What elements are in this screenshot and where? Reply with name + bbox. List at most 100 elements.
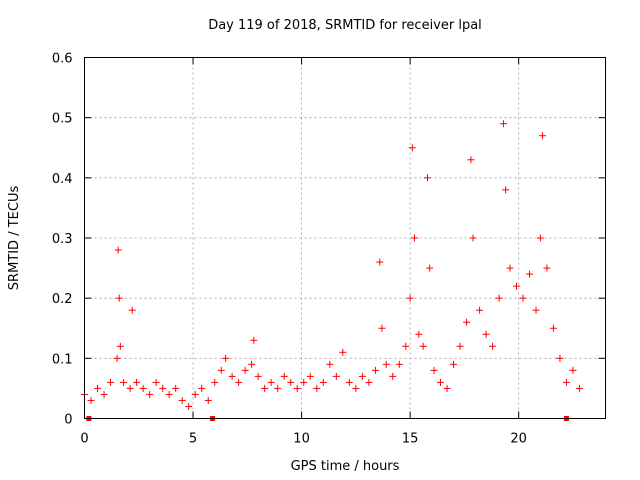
data-point (235, 378, 243, 386)
data-point (549, 324, 557, 332)
data-point (575, 384, 583, 392)
data-point (217, 366, 225, 374)
data-point (326, 360, 334, 368)
data-point (139, 384, 147, 392)
data-point (519, 294, 527, 302)
y-tick-label: 0.6 (52, 52, 73, 67)
data-point (499, 120, 507, 128)
data-point (146, 390, 154, 398)
data-point (352, 384, 360, 392)
x-axis-label: GPS time / hours (291, 459, 400, 474)
y-tick-label: 0.4 (52, 172, 73, 187)
data-point (539, 132, 547, 140)
data-point (430, 366, 438, 374)
data-point (437, 378, 445, 386)
data-point (482, 330, 490, 338)
data-point (115, 294, 123, 302)
data-point (512, 282, 520, 290)
y-tick-label: 0.3 (52, 232, 73, 247)
y-tick-label: 0 (64, 413, 72, 428)
data-point (408, 144, 416, 152)
data-point (306, 372, 314, 380)
data-point (402, 342, 410, 350)
y-tick-label: 0.1 (52, 352, 73, 367)
data-point (211, 378, 219, 386)
data-point (94, 384, 102, 392)
data-point (423, 174, 431, 182)
grid-lines (84, 57, 606, 419)
data-point (159, 384, 167, 392)
x-tick-label: 15 (402, 432, 419, 447)
data-point (120, 378, 128, 386)
data-point (261, 384, 269, 392)
data-point (406, 294, 414, 302)
data-point (562, 378, 570, 386)
data-point (191, 390, 199, 398)
data-point (133, 378, 141, 386)
data-point (463, 318, 471, 326)
data-point (250, 336, 258, 344)
data-point (198, 384, 206, 392)
data-point (543, 264, 551, 272)
data-points (81, 120, 583, 410)
data-point (128, 306, 136, 314)
data-point (469, 234, 477, 242)
data-point (389, 372, 397, 380)
data-point (556, 354, 564, 362)
data-point (313, 384, 321, 392)
data-point (293, 384, 301, 392)
data-point (107, 378, 115, 386)
data-point (100, 390, 108, 398)
data-point (382, 360, 390, 368)
data-point (443, 384, 451, 392)
data-point (502, 186, 510, 194)
data-point (152, 378, 160, 386)
x-tick-label: 5 (189, 432, 197, 447)
data-point (241, 366, 249, 374)
data-point (178, 396, 186, 404)
y-axis-label: SRMTID / TECUs (7, 186, 22, 291)
axis-ticks: 0 0.1 0.2 0.3 0.4 0.5 0.6 0 5 10 15 20 (52, 52, 606, 447)
y-tick-label: 0.2 (52, 292, 73, 307)
data-point (526, 270, 534, 278)
data-point (267, 378, 275, 386)
data-point (165, 390, 173, 398)
x-tick-label: 20 (510, 432, 527, 447)
data-point (371, 366, 379, 374)
chart-title: Day 119 of 2018, SRMTID for receiver lpa… (208, 18, 482, 33)
data-point (415, 330, 423, 338)
data-point (116, 342, 124, 350)
data-point (456, 342, 464, 350)
data-point (339, 348, 347, 356)
x-tick-label: 0 (80, 432, 88, 447)
data-point (506, 264, 514, 272)
data-point (536, 234, 544, 242)
data-point (489, 342, 497, 350)
data-point (332, 372, 340, 380)
data-point (248, 360, 256, 368)
data-point (222, 354, 230, 362)
data-point (114, 246, 122, 254)
data-point (254, 372, 262, 380)
data-point (426, 264, 434, 272)
data-point (300, 378, 308, 386)
data-point (532, 306, 540, 314)
data-point (319, 378, 327, 386)
data-point (172, 384, 180, 392)
data-point (280, 372, 288, 380)
data-point (476, 306, 484, 314)
data-point (365, 378, 373, 386)
x-tick-label: 10 (293, 432, 310, 447)
data-point (358, 372, 366, 380)
y-tick-label: 0.5 (52, 112, 73, 127)
data-point (228, 372, 236, 380)
data-point (287, 378, 295, 386)
data-point (395, 360, 403, 368)
data-point (87, 396, 95, 404)
data-point (410, 234, 418, 242)
data-point (450, 360, 458, 368)
data-point (569, 366, 577, 374)
data-point (204, 396, 212, 404)
data-point (274, 384, 282, 392)
